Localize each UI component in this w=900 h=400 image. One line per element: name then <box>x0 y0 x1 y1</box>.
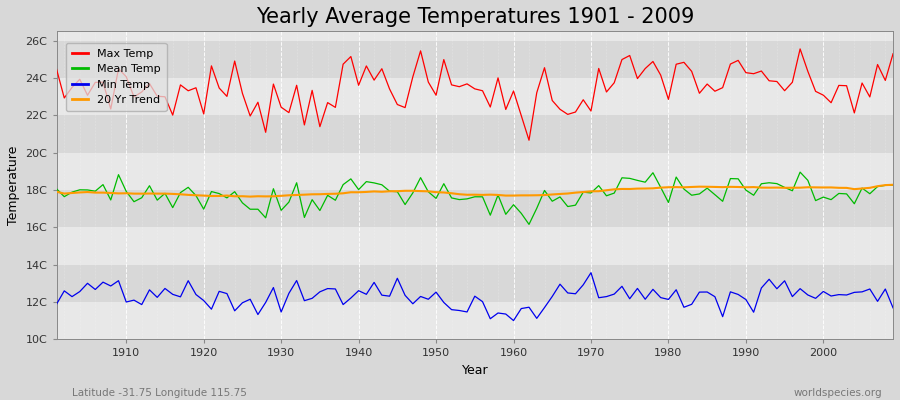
Text: worldspecies.org: worldspecies.org <box>794 388 882 398</box>
Bar <box>57 41 893 78</box>
Bar <box>57 153 893 190</box>
Legend: Max Temp, Mean Temp, Min Temp, 20 Yr Trend: Max Temp, Mean Temp, Min Temp, 20 Yr Tre… <box>67 43 166 111</box>
Bar <box>57 265 893 302</box>
Text: Latitude -31.75 Longitude 115.75: Latitude -31.75 Longitude 115.75 <box>72 388 247 398</box>
Title: Yearly Average Temperatures 1901 - 2009: Yearly Average Temperatures 1901 - 2009 <box>256 7 694 27</box>
Bar <box>57 302 893 340</box>
Y-axis label: Temperature: Temperature <box>7 146 20 225</box>
Bar <box>57 115 893 153</box>
Bar <box>57 190 893 228</box>
X-axis label: Year: Year <box>462 364 488 377</box>
Bar <box>57 228 893 265</box>
Bar <box>57 78 893 115</box>
